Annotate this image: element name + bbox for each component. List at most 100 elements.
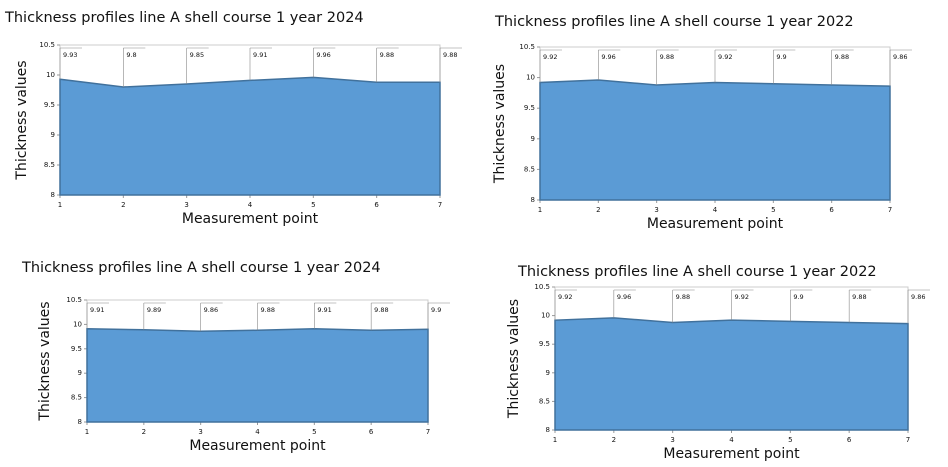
data-label: 9.86 — [911, 293, 925, 301]
data-label: 9.86 — [204, 306, 218, 314]
data-label: 9.89 — [147, 306, 161, 314]
data-label: 9.96 — [617, 293, 631, 301]
chart-panel: 8 8.5 9 9.5 10 10.5 1 2 3 4 5 6 7 9.91 9.89 9.86 9.88 9.9… — [21, 260, 450, 454]
area — [554, 317, 909, 431]
data-label: 9.91 — [90, 306, 104, 314]
x-tick-label: 5 — [771, 206, 775, 214]
x-tick-label: 7 — [438, 201, 442, 209]
y-tick-label: 10 — [73, 320, 82, 328]
data-label: 9.88 — [380, 51, 394, 59]
x-axis-label: Measurement point — [182, 211, 319, 227]
y-tick-label: 9 — [546, 369, 550, 377]
y-axis-label: Thickness values — [37, 301, 53, 421]
x-tick-label: 3 — [670, 436, 674, 444]
x-tick-label: 1 — [553, 436, 557, 444]
y-tick-label: 10.5 — [39, 41, 55, 49]
area — [59, 76, 441, 196]
chart-title: Thickness profiles line A shell course 1… — [4, 10, 364, 26]
x-tick-label: 5 — [311, 201, 315, 209]
x-tick-label: 1 — [58, 201, 62, 209]
data-label: 9.86 — [893, 53, 907, 61]
x-tick-label: 1 — [538, 206, 542, 214]
area — [539, 79, 891, 201]
y-tick-label: 8.5 — [71, 394, 82, 402]
x-tick-label: 4 — [729, 436, 734, 444]
y-tick-label: 10 — [526, 74, 535, 82]
x-tick-label: 6 — [829, 206, 834, 214]
chart-panel: 8 8.5 9 9.5 10 10.5 1 2 3 4 5 6 7 9.92 9.96 9.88 9.92 9.9… — [506, 264, 930, 462]
chart-title: Thickness profiles line A shell course 1… — [517, 264, 877, 280]
x-tick-label: 4 — [255, 428, 260, 436]
y-tick-label: 8.5 — [44, 161, 55, 169]
data-label: 9.85 — [190, 51, 204, 59]
data-label: 9.92 — [543, 53, 557, 61]
y-tick-label: 9.5 — [524, 104, 535, 112]
data-label: 9.9 — [431, 306, 441, 314]
x-tick-label: 3 — [184, 201, 188, 209]
x-tick-label: 2 — [121, 201, 125, 209]
x-tick-label: 7 — [906, 436, 910, 444]
x-axis-label: Measurement point — [663, 446, 800, 462]
x-tick-label: 3 — [198, 428, 202, 436]
y-tick-label: 10 — [541, 312, 550, 320]
x-axis-label: Measurement point — [647, 216, 784, 232]
x-tick-label: 4 — [248, 201, 253, 209]
x-tick-label: 6 — [369, 428, 374, 436]
data-label: 9.88 — [660, 53, 674, 61]
y-tick-label: 10.5 — [534, 283, 550, 291]
y-tick-label: 8.5 — [524, 165, 535, 173]
y-tick-label: 8 — [51, 191, 55, 199]
y-tick-label: 10.5 — [66, 296, 82, 304]
chart-panel: 8 8.5 9 9.5 10 10.5 1 2 3 4 5 6 7 9.93 9.8 9.85 9.91 9.96… — [4, 10, 462, 227]
y-tick-label: 9.5 — [71, 345, 82, 353]
data-label: 9.88 — [676, 293, 690, 301]
data-label: 9.92 — [718, 53, 732, 61]
y-tick-label: 9 — [51, 131, 55, 139]
area — [86, 328, 429, 423]
data-label: 9.91 — [253, 51, 267, 59]
x-axis-label: Measurement point — [189, 438, 326, 454]
y-tick-label: 9 — [531, 135, 535, 143]
x-tick-label: 7 — [888, 206, 892, 214]
y-axis-label: Thickness values — [14, 60, 30, 180]
chart-panel: 8 8.5 9 9.5 10 10.5 1 2 3 4 5 6 7 9.92 9.96 9.88 9.92 9.9… — [492, 14, 912, 232]
x-tick-label: 5 — [312, 428, 316, 436]
data-label: 9.96 — [316, 51, 330, 59]
data-label: 9.93 — [63, 51, 77, 59]
x-tick-label: 4 — [713, 206, 718, 214]
data-label: 9.92 — [735, 293, 749, 301]
x-tick-label: 2 — [142, 428, 146, 436]
x-tick-label: 3 — [654, 206, 658, 214]
y-tick-label: 8.5 — [539, 397, 550, 405]
x-tick-label: 2 — [596, 206, 600, 214]
y-tick-label: 10.5 — [519, 43, 535, 51]
data-label: 9.92 — [558, 293, 572, 301]
y-tick-label: 8 — [546, 426, 550, 434]
y-tick-label: 8 — [78, 418, 82, 426]
y-axis-label: Thickness values — [492, 64, 508, 184]
x-tick-label: 7 — [426, 428, 430, 436]
y-tick-label: 10 — [46, 71, 55, 79]
data-label: 9.8 — [126, 51, 136, 59]
y-axis-label: Thickness values — [506, 299, 522, 419]
x-tick-label: 5 — [788, 436, 792, 444]
x-tick-label: 2 — [612, 436, 616, 444]
x-tick-label: 6 — [374, 201, 379, 209]
chart-title: Thickness profiles line A shell course 1… — [494, 14, 854, 30]
data-label: 9.88 — [443, 51, 457, 59]
data-label: 9.88 — [261, 306, 275, 314]
y-tick-label: 9 — [78, 369, 82, 377]
data-label: 9.9 — [776, 53, 786, 61]
y-tick-label: 9.5 — [44, 101, 55, 109]
data-label: 9.96 — [601, 53, 615, 61]
data-label: 9.88 — [852, 293, 866, 301]
x-tick-label: 1 — [85, 428, 89, 436]
data-label: 9.91 — [317, 306, 331, 314]
data-label: 9.88 — [835, 53, 849, 61]
y-tick-label: 9.5 — [539, 340, 550, 348]
data-label: 9.88 — [374, 306, 388, 314]
data-label: 9.9 — [793, 293, 803, 301]
chart-title: Thickness profiles line A shell course 1… — [21, 260, 381, 276]
x-tick-label: 6 — [847, 436, 852, 444]
